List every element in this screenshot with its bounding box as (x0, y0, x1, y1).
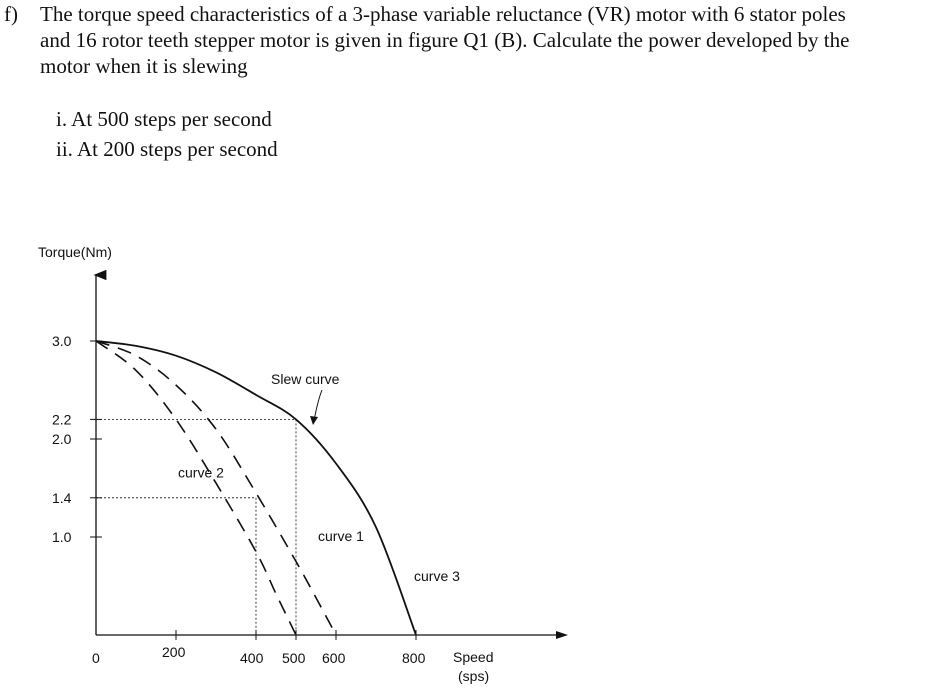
series-curve-1 (95, 340, 337, 636)
x-tick-label: 600 (322, 650, 346, 666)
x-tick-label: 400 (240, 650, 264, 666)
torque-speed-chart: 3.0 2.2 2.0 1.4 1.0 0 200 400 500 600 800 Torque(N… (38, 244, 568, 684)
reference-lines (96, 418, 297, 635)
y-tick-label: 1.0 (52, 529, 72, 545)
y-tick-label: 1.4 (52, 490, 72, 506)
x-axis-label: Speed (453, 649, 493, 665)
y-tick-label: 2.2 (52, 411, 72, 427)
series-label-curve-3: curve 3 (414, 568, 460, 584)
x-axis-arrow (556, 631, 568, 639)
chart-labels: Torque(Nm) Speed (sps) Slew curve curve … (38, 244, 493, 684)
y-tick-label: 2.0 (52, 431, 72, 447)
chart-curves (95, 340, 417, 636)
slew-curve-annotation: Slew curve (271, 371, 340, 387)
series-label-curve-2: curve 2 (178, 464, 224, 480)
series-label-curve-1: curve 1 (318, 528, 364, 544)
subpart-ii: ii. At 200 steps per second (56, 137, 278, 161)
chart-axes: 3.0 2.2 2.0 1.4 1.0 0 200 400 500 600 800 (52, 269, 568, 666)
series-curve-2 (95, 340, 297, 636)
x-tick-label: 200 (162, 644, 186, 660)
slew-annotation-arrowhead (310, 416, 318, 425)
y-axis-label: Torque(Nm) (38, 244, 112, 260)
slew-annotation-arrow-line (313, 389, 323, 422)
question-label: f) (4, 2, 18, 26)
x-tick-label: 500 (282, 650, 306, 666)
question-text-line-2: and 16 rotor teeth stepper motor is give… (40, 28, 850, 52)
y-tick-label: 3.0 (52, 333, 72, 349)
question-text-line-3: motor when it is slewing (40, 54, 248, 78)
series-curve-3 (95, 340, 417, 636)
question-text-line-1: The torque speed characteristics of a 3-… (40, 2, 846, 26)
subpart-i: i. At 500 steps per second (56, 107, 272, 131)
x-tick-label: 800 (402, 650, 426, 666)
x-axis-unit: (sps) (458, 668, 489, 684)
x-tick-label: 0 (92, 650, 100, 666)
